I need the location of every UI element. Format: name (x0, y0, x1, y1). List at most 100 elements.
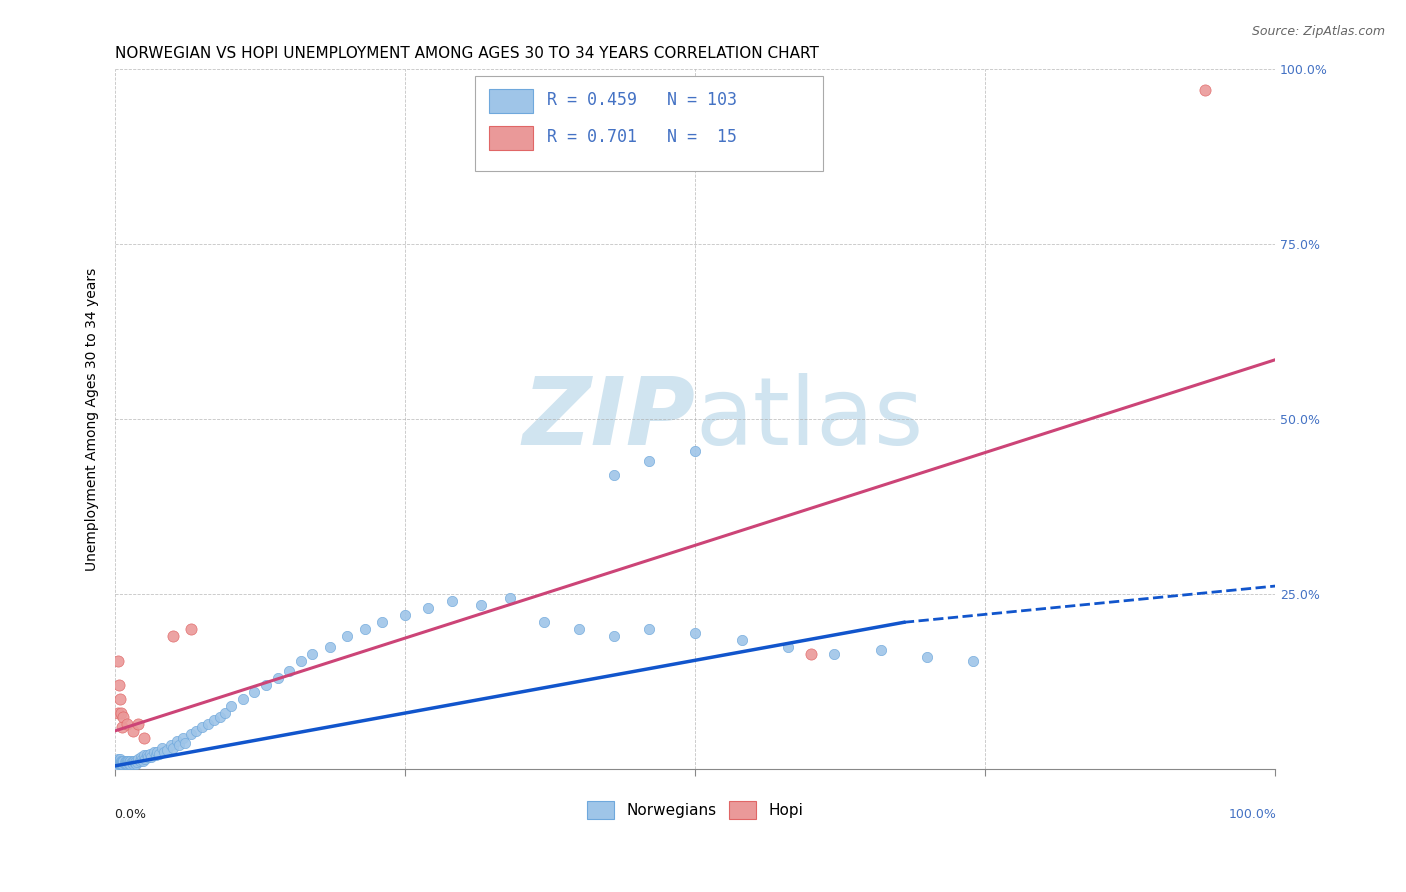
Point (232, 692, 254, 706)
Point (730, 632, 752, 647)
Point (139, 747, 162, 761)
Point (111, 720, 134, 734)
Legend: Norwegians, Hopi: Norwegians, Hopi (581, 795, 810, 825)
Point (167, 738, 190, 752)
Point (134, 752, 156, 766)
Point (202, 714, 225, 728)
Point (172, 731, 194, 745)
Text: R = 0.701   N =  15: R = 0.701 N = 15 (547, 128, 737, 146)
Point (191, 720, 214, 734)
Point (129, 749, 152, 764)
Point (418, 601, 440, 615)
Point (127, 756, 149, 770)
Point (301, 647, 323, 661)
Point (127, 716, 149, 731)
Text: ZIP: ZIP (522, 374, 695, 466)
Point (145, 748, 167, 763)
Point (162, 741, 184, 756)
Point (107, 759, 129, 773)
Point (125, 756, 148, 771)
Point (180, 727, 202, 741)
Point (118, 756, 141, 770)
Point (115, 716, 138, 731)
Point (394, 608, 416, 623)
Point (115, 754, 138, 768)
Point (105, 756, 128, 770)
Point (637, 623, 659, 637)
Point (135, 748, 157, 763)
Point (319, 640, 342, 654)
Point (603, 468, 626, 483)
Point (498, 591, 520, 605)
Point (108, 752, 131, 766)
Point (637, 454, 659, 468)
Y-axis label: Unemployment Among Ages 30 to 34 years: Unemployment Among Ages 30 to 34 years (86, 268, 100, 571)
Point (683, 443, 706, 458)
Point (148, 747, 170, 761)
Text: 100.0%: 100.0% (1229, 808, 1277, 821)
Point (180, 623, 202, 637)
Point (115, 756, 138, 771)
Text: Source: ZipAtlas.com: Source: ZipAtlas.com (1251, 25, 1385, 38)
Point (120, 756, 142, 771)
Text: R = 0.459   N = 103: R = 0.459 N = 103 (547, 91, 737, 109)
Point (568, 623, 591, 637)
Point (107, 754, 129, 768)
Point (290, 654, 312, 668)
Point (114, 756, 136, 770)
Point (122, 756, 145, 770)
Point (470, 598, 492, 612)
Point (110, 706, 132, 721)
Point (108, 692, 131, 706)
Point (112, 710, 135, 724)
Point (108, 756, 131, 771)
Point (114, 756, 136, 771)
Point (107, 752, 129, 766)
Point (243, 685, 266, 699)
Point (132, 754, 155, 768)
Point (107, 756, 129, 771)
Point (121, 723, 143, 738)
Point (114, 754, 136, 768)
Point (278, 665, 301, 679)
Point (111, 756, 134, 771)
Point (121, 756, 143, 771)
Point (776, 640, 799, 654)
Point (962, 654, 984, 668)
Point (121, 756, 143, 770)
Point (107, 706, 129, 721)
Point (219, 699, 242, 714)
Point (142, 745, 165, 759)
Point (131, 752, 153, 766)
Point (122, 754, 145, 768)
Point (134, 748, 156, 763)
Point (117, 756, 139, 770)
Point (533, 615, 555, 630)
Point (266, 671, 288, 685)
Point (107, 756, 129, 770)
Point (111, 756, 134, 770)
Point (105, 754, 128, 768)
Point (371, 615, 394, 630)
Point (107, 654, 129, 668)
Point (107, 754, 129, 768)
FancyBboxPatch shape (475, 77, 823, 171)
Point (186, 723, 208, 738)
FancyBboxPatch shape (489, 89, 533, 112)
Point (110, 756, 132, 770)
Point (440, 594, 463, 608)
Point (117, 754, 139, 768)
Point (162, 629, 184, 643)
Point (166, 734, 188, 748)
Point (254, 678, 277, 692)
Point (114, 756, 136, 771)
Point (110, 756, 132, 771)
Point (208, 710, 231, 724)
Point (107, 756, 129, 771)
Point (603, 629, 626, 643)
Point (336, 629, 359, 643)
Point (915, 650, 938, 665)
FancyBboxPatch shape (489, 126, 533, 150)
Point (160, 738, 183, 752)
Point (108, 756, 131, 770)
